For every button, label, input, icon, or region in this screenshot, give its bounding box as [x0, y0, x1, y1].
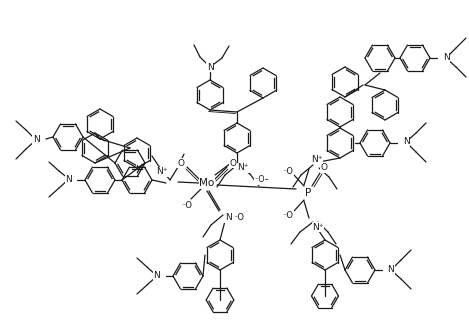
Text: N: N — [443, 53, 449, 62]
Text: N⁺: N⁺ — [311, 154, 323, 163]
Text: N⁺: N⁺ — [237, 163, 249, 173]
Text: N: N — [207, 62, 213, 72]
Text: ⁻O: ⁻O — [234, 214, 244, 222]
Text: N: N — [33, 136, 39, 145]
Text: O: O — [229, 158, 236, 168]
Text: ⁻O: ⁻O — [282, 211, 294, 219]
Text: N: N — [66, 175, 72, 183]
Text: ⁻O: ⁻O — [182, 201, 192, 210]
Text: N⁺: N⁺ — [156, 168, 168, 177]
Text: O: O — [177, 158, 184, 168]
Text: N: N — [154, 272, 160, 280]
Text: O: O — [320, 163, 327, 173]
Text: ⁻O: ⁻O — [282, 167, 294, 176]
Text: ⁻O–: ⁻O– — [255, 176, 269, 184]
Text: Mo: Mo — [199, 178, 215, 188]
Text: N⁺: N⁺ — [312, 222, 324, 232]
Text: P: P — [305, 188, 311, 198]
Text: N: N — [402, 138, 409, 147]
Text: N: N — [225, 214, 231, 222]
Text: N: N — [387, 266, 394, 275]
